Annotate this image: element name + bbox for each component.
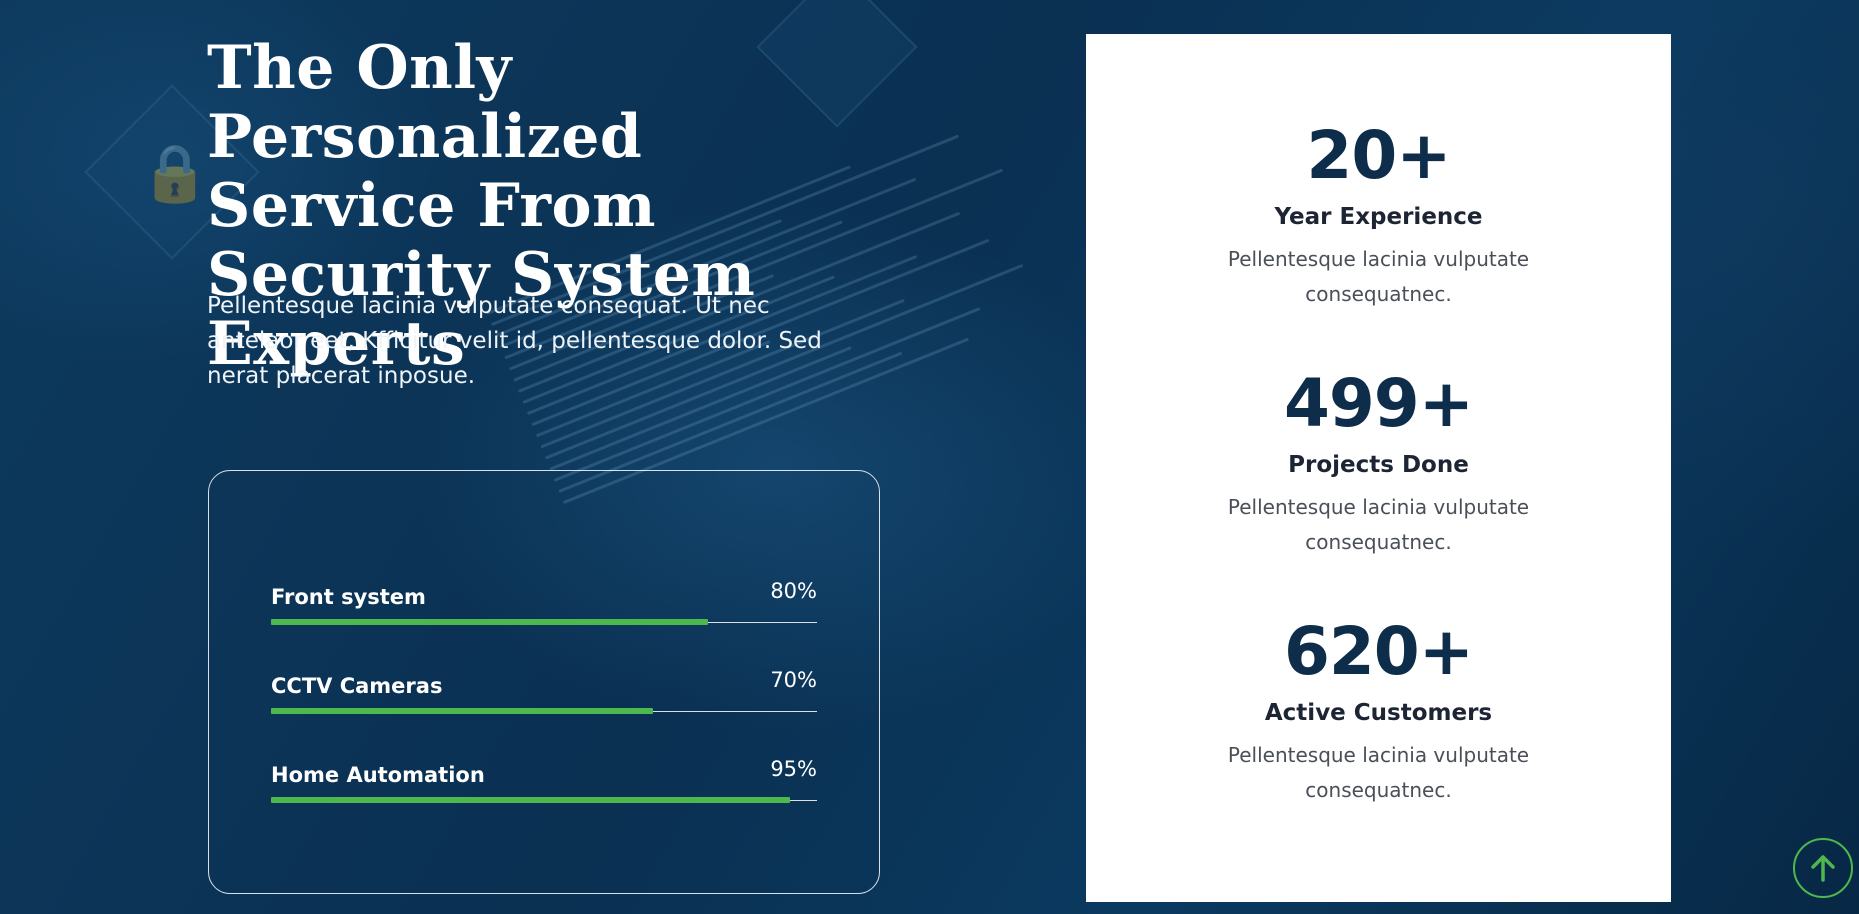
stat-year-experience: 20+ Year Experience Pellentesque lacinia… bbox=[1086, 116, 1671, 312]
skills-card: Front system 80% CCTV Cameras 70% Home A… bbox=[208, 470, 880, 894]
skill-percent: 80% bbox=[770, 579, 817, 603]
skill-label: Front system bbox=[271, 585, 426, 609]
stat-description-text: Pellentesque lacinia vulputate consequat… bbox=[1227, 495, 1530, 554]
stat-projects-done: 499+ Projects Done Pellentesque lacinia … bbox=[1086, 364, 1671, 560]
stat-number: 620+ bbox=[1283, 613, 1474, 690]
skill-progress-bar bbox=[271, 619, 708, 625]
stats-card: 20+ Year Experience Pellentesque lacinia… bbox=[1086, 34, 1671, 902]
skill-percent: 70% bbox=[770, 668, 817, 692]
stat-description: Pellentesque lacinia vulputate consequat… bbox=[1086, 242, 1671, 312]
skill-percent: 95% bbox=[770, 757, 817, 781]
skill-cctv-cameras: CCTV Cameras 70% bbox=[271, 654, 817, 714]
stat-title: Year Experience bbox=[1274, 204, 1483, 230]
stat-description-text: Pellentesque lacinia vulputate consequat… bbox=[1227, 247, 1530, 306]
skill-home-automation: Home Automation 95% bbox=[271, 743, 817, 803]
scroll-to-top-button[interactable] bbox=[1793, 838, 1853, 898]
stat-number: 499+ bbox=[1283, 365, 1474, 442]
hero-description: Pellentesque lacinia vulputate consequat… bbox=[207, 293, 822, 389]
stat-title: Projects Done bbox=[1288, 452, 1469, 478]
skill-progress-bar bbox=[271, 797, 790, 803]
stat-description-text: Pellentesque lacinia vulputate consequat… bbox=[1227, 743, 1530, 802]
arrow-up-icon bbox=[1811, 855, 1835, 882]
skill-label: Home Automation bbox=[271, 763, 485, 787]
stat-description: Pellentesque lacinia vulputate consequat… bbox=[1086, 490, 1671, 560]
skill-label: CCTV Cameras bbox=[271, 674, 443, 698]
skill-progress-bar bbox=[271, 708, 654, 714]
lock-icon: 🔒 bbox=[140, 141, 210, 206]
stat-active-customers: 620+ Active Customers Pellentesque lacin… bbox=[1086, 612, 1671, 808]
skill-front-system: Front system 80% bbox=[271, 565, 817, 625]
hero-title: The Only Personalized Service From Secur… bbox=[207, 33, 756, 379]
stat-title: Active Customers bbox=[1264, 700, 1493, 726]
stat-description: Pellentesque lacinia vulputate consequat… bbox=[1086, 738, 1671, 808]
stat-number: 20+ bbox=[1306, 117, 1451, 194]
